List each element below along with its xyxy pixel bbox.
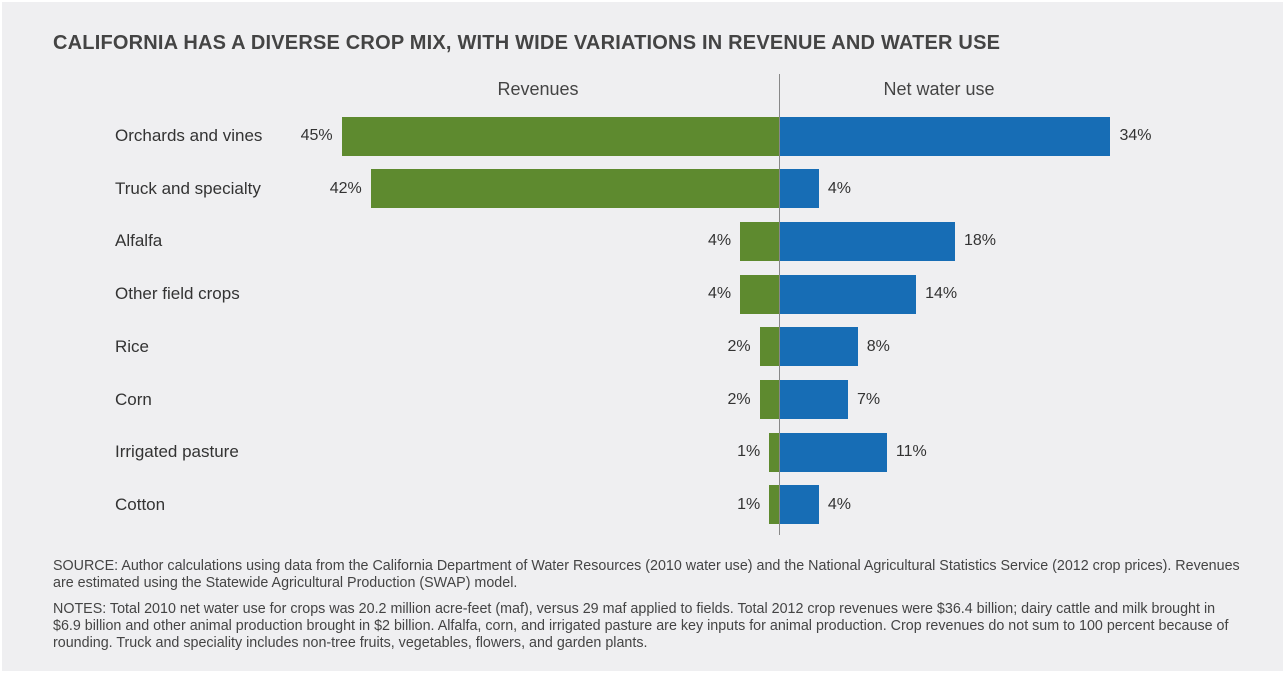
revenue-bar xyxy=(740,274,779,314)
water-use-header: Net water use xyxy=(883,79,995,99)
revenue-value-label: 4% xyxy=(708,285,732,303)
water-use-value-label: 18% xyxy=(963,232,996,250)
water-use-bar xyxy=(780,116,1111,156)
water-use-bar xyxy=(780,485,819,525)
revenue-value-label: 1% xyxy=(737,443,761,461)
water-use-bar xyxy=(780,169,819,209)
category-label: Rice xyxy=(115,336,150,356)
revenue-value-label: 2% xyxy=(727,390,751,408)
revenue-value-label: 1% xyxy=(737,495,761,513)
category-label: Cotton xyxy=(115,494,166,514)
category-label: Corn xyxy=(115,389,152,409)
revenue-bar xyxy=(370,169,779,209)
revenue-bar xyxy=(341,116,779,156)
category-label: Orchards and vines xyxy=(115,126,263,145)
notes-text: NOTES: Total 2010 net water use for crop… xyxy=(53,601,1229,651)
water-use-bar xyxy=(780,221,955,261)
category-label: Irrigated pasture xyxy=(115,442,239,462)
revenue-bar xyxy=(769,485,779,525)
water-use-value-label: 4% xyxy=(827,179,851,197)
water-use-value-label: 34% xyxy=(1119,127,1152,144)
water-use-value-label: 11% xyxy=(895,443,927,461)
revenue-value-label: 45% xyxy=(300,127,333,144)
revenue-bar xyxy=(740,221,779,261)
water-use-bar xyxy=(780,274,917,314)
water-use-bar xyxy=(780,432,887,472)
water-use-value-label: 14% xyxy=(925,285,958,303)
source-note: SOURCE: Author calculations using data f… xyxy=(53,558,1240,591)
revenue-value-label: 4% xyxy=(708,232,732,250)
category-label: Other field crops xyxy=(115,284,240,304)
water-use-bar xyxy=(780,380,849,419)
water-use-value-label: 4% xyxy=(827,495,851,513)
chart-title: CALIFORNIA HAS A DIVERSE CROP MIX, WITH … xyxy=(53,32,1001,54)
revenue-value-label: 42% xyxy=(329,179,362,197)
revenue-value-label: 2% xyxy=(727,337,751,355)
water-use-value-label: 8% xyxy=(866,337,890,355)
revenue-bar xyxy=(759,380,779,419)
revenue-bar xyxy=(759,327,779,367)
water-use-value-label: 7% xyxy=(857,390,881,408)
category-label: Alfalfa xyxy=(115,231,163,251)
center-axis xyxy=(779,74,780,535)
revenue-bar xyxy=(769,432,779,472)
water-use-bar xyxy=(780,327,858,367)
revenues-header: Revenues xyxy=(497,79,579,99)
category-label: Truck and specialty xyxy=(115,178,261,198)
